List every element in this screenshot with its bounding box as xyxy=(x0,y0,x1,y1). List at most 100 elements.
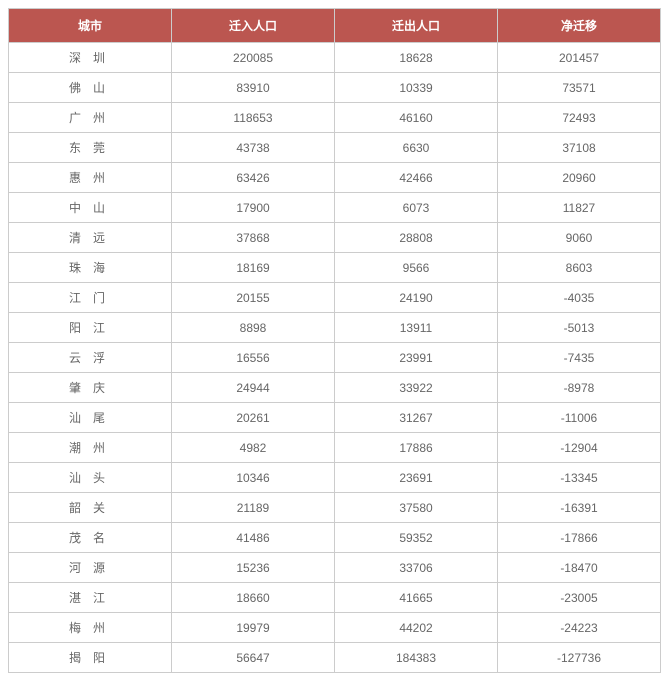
data-cell: 20960 xyxy=(498,163,661,193)
data-cell: -7435 xyxy=(498,343,661,373)
data-cell: 220085 xyxy=(172,43,335,73)
city-cell: 韶关 xyxy=(9,493,172,523)
data-cell: 4982 xyxy=(172,433,335,463)
city-cell: 广州 xyxy=(9,103,172,133)
data-cell: 6630 xyxy=(335,133,498,163)
data-cell: 37108 xyxy=(498,133,661,163)
column-header-net: 净迁移 xyxy=(498,9,661,43)
data-cell: 24190 xyxy=(335,283,498,313)
table-row: 云浮1655623991-7435 xyxy=(9,343,661,373)
table-row: 阳江889813911-5013 xyxy=(9,313,661,343)
data-cell: 44202 xyxy=(335,613,498,643)
city-cell: 梅州 xyxy=(9,613,172,643)
city-cell: 阳江 xyxy=(9,313,172,343)
data-cell: 8898 xyxy=(172,313,335,343)
table-header: 城市 迁入人口 迁出人口 净迁移 xyxy=(9,9,661,43)
data-cell: 59352 xyxy=(335,523,498,553)
data-cell: 42466 xyxy=(335,163,498,193)
city-cell: 江门 xyxy=(9,283,172,313)
city-cell: 揭阳 xyxy=(9,643,172,673)
data-cell: 18628 xyxy=(335,43,498,73)
data-cell: 41665 xyxy=(335,583,498,613)
data-cell: -127736 xyxy=(498,643,661,673)
city-cell: 深圳 xyxy=(9,43,172,73)
table-row: 梅州1997944202-24223 xyxy=(9,613,661,643)
city-cell: 清远 xyxy=(9,223,172,253)
city-cell: 佛山 xyxy=(9,73,172,103)
table-row: 潮州498217886-12904 xyxy=(9,433,661,463)
city-cell: 潮州 xyxy=(9,433,172,463)
city-cell: 珠海 xyxy=(9,253,172,283)
table-row: 深圳22008518628201457 xyxy=(9,43,661,73)
data-cell: 8603 xyxy=(498,253,661,283)
data-cell: 20155 xyxy=(172,283,335,313)
table-row: 茂名4148659352-17866 xyxy=(9,523,661,553)
data-cell: 28808 xyxy=(335,223,498,253)
data-cell: 46160 xyxy=(335,103,498,133)
population-migration-table: 城市 迁入人口 迁出人口 净迁移 深圳22008518628201457佛山83… xyxy=(8,8,661,673)
city-cell: 云浮 xyxy=(9,343,172,373)
city-cell: 河源 xyxy=(9,553,172,583)
data-cell: 31267 xyxy=(335,403,498,433)
table-row: 湛江1866041665-23005 xyxy=(9,583,661,613)
data-cell: 17900 xyxy=(172,193,335,223)
column-header-in: 迁入人口 xyxy=(172,9,335,43)
data-cell: 118653 xyxy=(172,103,335,133)
data-cell: 33922 xyxy=(335,373,498,403)
data-cell: 43738 xyxy=(172,133,335,163)
data-cell: 10339 xyxy=(335,73,498,103)
table-row: 韶关2118937580-16391 xyxy=(9,493,661,523)
table-row: 汕尾2026131267-11006 xyxy=(9,403,661,433)
table-row: 肇庆2494433922-8978 xyxy=(9,373,661,403)
data-cell: 24944 xyxy=(172,373,335,403)
city-cell: 汕尾 xyxy=(9,403,172,433)
city-cell: 肇庆 xyxy=(9,373,172,403)
data-cell: 17886 xyxy=(335,433,498,463)
table-row: 珠海1816995668603 xyxy=(9,253,661,283)
data-cell: 18169 xyxy=(172,253,335,283)
data-cell: 72493 xyxy=(498,103,661,133)
data-cell: -16391 xyxy=(498,493,661,523)
table-row: 惠州634264246620960 xyxy=(9,163,661,193)
data-cell: -5013 xyxy=(498,313,661,343)
table-row: 广州1186534616072493 xyxy=(9,103,661,133)
data-cell: 20261 xyxy=(172,403,335,433)
table-row: 汕头1034623691-13345 xyxy=(9,463,661,493)
table-row: 清远37868288089060 xyxy=(9,223,661,253)
data-cell: 13911 xyxy=(335,313,498,343)
table-row: 河源1523633706-18470 xyxy=(9,553,661,583)
column-header-out: 迁出人口 xyxy=(335,9,498,43)
data-cell: -24223 xyxy=(498,613,661,643)
column-header-city: 城市 xyxy=(9,9,172,43)
data-cell: -4035 xyxy=(498,283,661,313)
data-cell: 37868 xyxy=(172,223,335,253)
data-cell: -17866 xyxy=(498,523,661,553)
city-cell: 湛江 xyxy=(9,583,172,613)
table-row: 佛山839101033973571 xyxy=(9,73,661,103)
data-cell: -23005 xyxy=(498,583,661,613)
data-cell: 33706 xyxy=(335,553,498,583)
data-cell: -18470 xyxy=(498,553,661,583)
city-cell: 茂名 xyxy=(9,523,172,553)
data-cell: 10346 xyxy=(172,463,335,493)
data-cell: 73571 xyxy=(498,73,661,103)
data-cell: 41486 xyxy=(172,523,335,553)
data-cell: -11006 xyxy=(498,403,661,433)
table-row: 江门2015524190-4035 xyxy=(9,283,661,313)
data-cell: -13345 xyxy=(498,463,661,493)
data-cell: 83910 xyxy=(172,73,335,103)
data-cell: 9566 xyxy=(335,253,498,283)
data-cell: 19979 xyxy=(172,613,335,643)
data-cell: -8978 xyxy=(498,373,661,403)
data-cell: 6073 xyxy=(335,193,498,223)
data-cell: 23691 xyxy=(335,463,498,493)
table-row: 揭阳56647184383-127736 xyxy=(9,643,661,673)
table-header-row: 城市 迁入人口 迁出人口 净迁移 xyxy=(9,9,661,43)
table-row: 中山17900607311827 xyxy=(9,193,661,223)
data-cell: 23991 xyxy=(335,343,498,373)
data-cell: 63426 xyxy=(172,163,335,193)
city-cell: 惠州 xyxy=(9,163,172,193)
data-cell: 56647 xyxy=(172,643,335,673)
table-row: 东莞43738663037108 xyxy=(9,133,661,163)
data-cell: 18660 xyxy=(172,583,335,613)
